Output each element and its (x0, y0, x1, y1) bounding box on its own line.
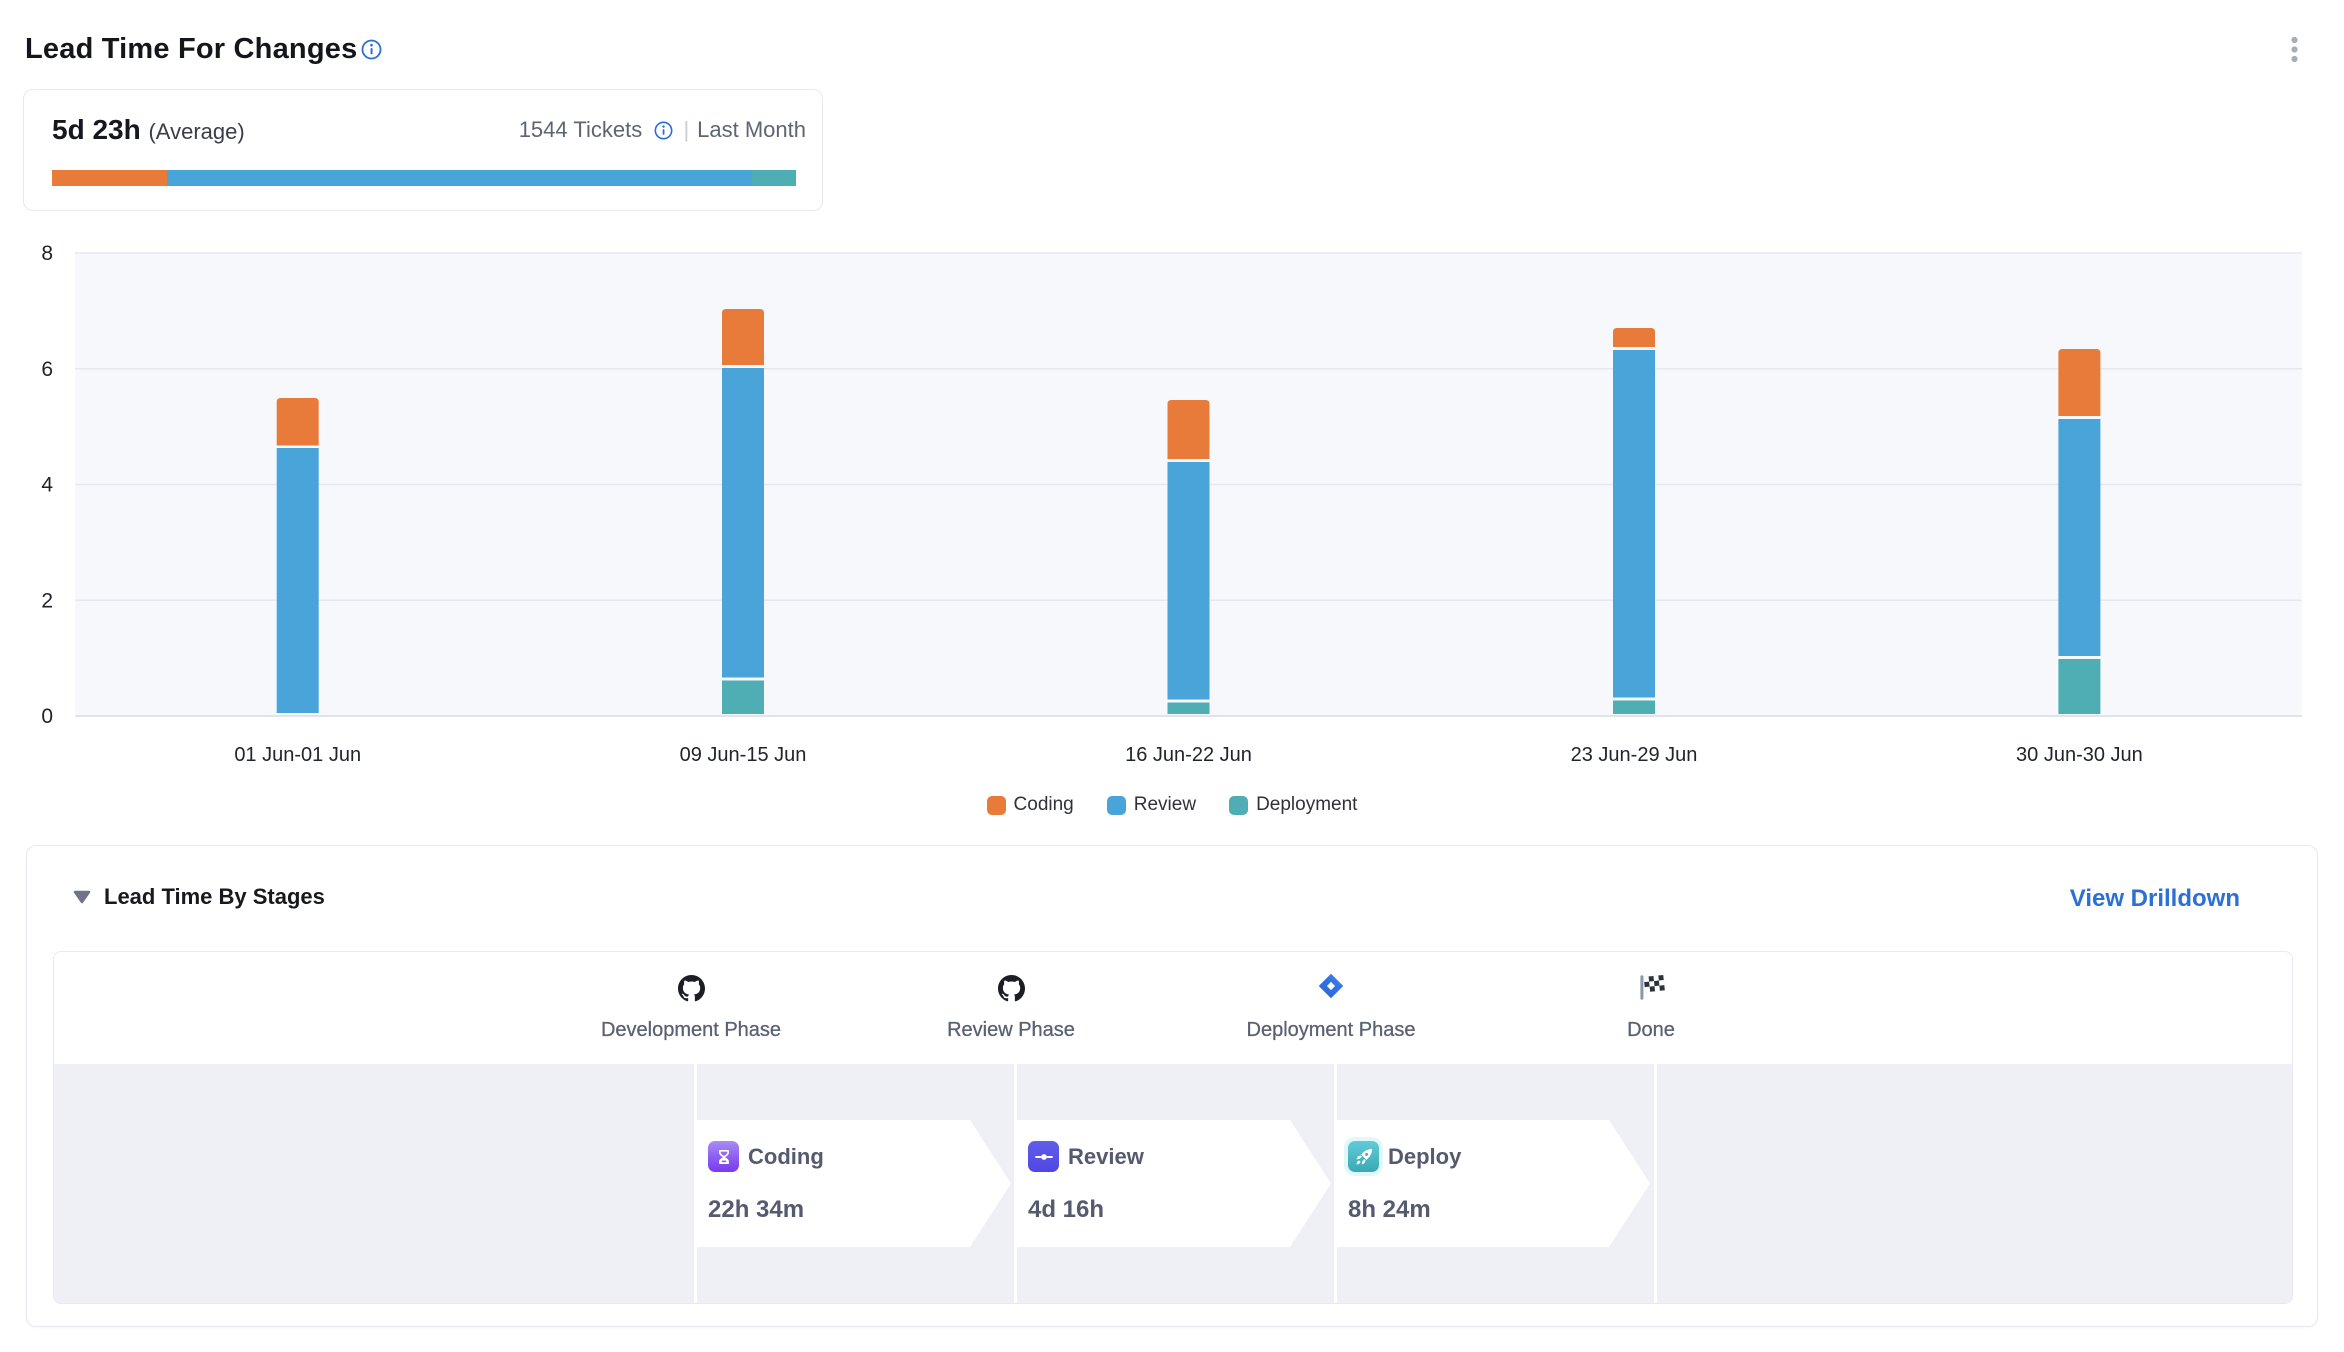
svg-text:0: 0 (41, 705, 53, 728)
svg-text:8: 8 (41, 242, 53, 265)
svg-text:09 Jun-15 Jun: 09 Jun-15 Jun (680, 744, 807, 766)
svg-text:30 Jun-30 Jun: 30 Jun-30 Jun (2016, 744, 2143, 766)
svg-text:2: 2 (41, 589, 53, 612)
svg-text:4: 4 (41, 474, 53, 497)
svg-text:23 Jun-29 Jun: 23 Jun-29 Jun (1571, 744, 1698, 766)
svg-text:6: 6 (41, 358, 53, 381)
svg-text:01 Jun-01 Jun: 01 Jun-01 Jun (234, 744, 361, 766)
svg-text:16 Jun-22 Jun: 16 Jun-22 Jun (1125, 744, 1252, 766)
